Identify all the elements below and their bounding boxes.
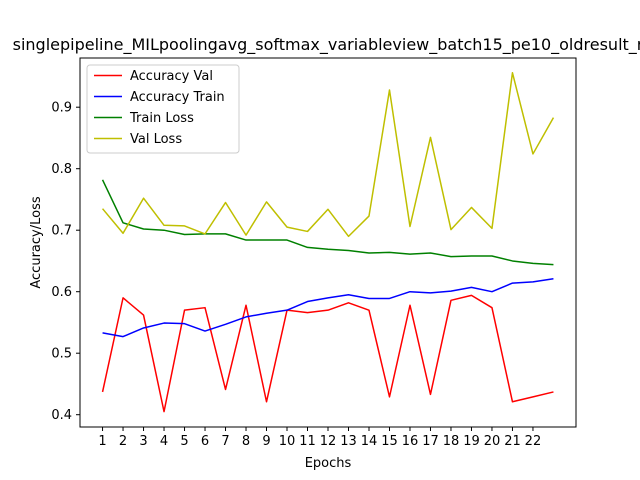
x-tick-label: 11 [299, 434, 316, 449]
x-tick-label: 19 [463, 434, 480, 449]
x-tick-label: 3 [139, 434, 147, 449]
x-tick-label: 18 [443, 434, 460, 449]
x-tick-label: 9 [262, 434, 270, 449]
x-tick-label: 14 [361, 434, 378, 449]
x-tick-label: 10 [279, 434, 296, 449]
y-tick-label: 0.9 [51, 101, 72, 116]
x-tick-label: 5 [180, 434, 188, 449]
legend-label: Accuracy Train [130, 90, 225, 105]
x-tick-label: 22 [525, 434, 542, 449]
legend-label: Train Loss [129, 111, 194, 126]
x-tick-label: 15 [381, 434, 398, 449]
x-tick-label: 20 [484, 434, 501, 449]
x-axis: 1 2 3 4 5 6 7 8 9 10 11 12 13 14 15 16 17 18 19 20 21 22 [98, 427, 541, 449]
legend-box [86, 64, 240, 154]
x-tick-label: 8 [242, 434, 250, 449]
series-line-3 [101, 179, 554, 266]
y-tick-label: 0.4 [51, 408, 72, 423]
x-tick-label: 4 [160, 434, 168, 449]
chart-title: singlepipeline_MILpoolingavg_softmax_var… [13, 35, 640, 55]
x-tick-label: 2 [119, 434, 127, 449]
y-axis-label: Accuracy/Loss [29, 196, 44, 288]
x-tick-label: 17 [422, 434, 439, 449]
legend-label: Accuracy Val [130, 69, 213, 84]
y-axis: 0.4 0.5 0.6 0.7 0.8 0.9 [51, 101, 80, 423]
x-tick-label: 13 [340, 434, 357, 449]
x-tick-label: 16 [402, 434, 419, 449]
series-line-1 [101, 294, 554, 413]
series-line-2 [102, 278, 554, 338]
legend-label: Val Loss [130, 132, 182, 147]
y-tick-label: 0.7 [51, 224, 72, 239]
x-tick-label: 21 [504, 434, 521, 449]
legend: Accuracy Val Accuracy Train Train Loss Val … [86, 64, 240, 154]
x-tick-label: 6 [201, 434, 209, 449]
y-tick-label: 0.5 [51, 347, 72, 362]
y-tick-label: 0.8 [51, 162, 72, 177]
x-tick-label: 12 [320, 434, 337, 449]
x-tick-label: 1 [98, 434, 106, 449]
y-tick-label: 0.6 [51, 285, 72, 300]
x-axis-label: Epochs [305, 456, 352, 471]
series-layer [101, 72, 555, 413]
x-tick-label: 7 [221, 434, 229, 449]
series-line-4 [101, 72, 555, 238]
